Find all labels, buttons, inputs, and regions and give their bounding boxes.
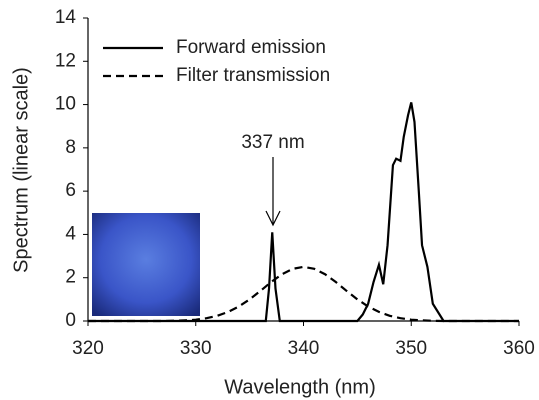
series-line xyxy=(88,102,519,323)
annotation-arrow xyxy=(265,157,281,227)
y-tick-label: 10 xyxy=(55,94,76,115)
x-tick-label: 320 xyxy=(72,338,104,359)
series-line xyxy=(88,265,519,323)
y-tick-label: 12 xyxy=(55,50,76,71)
x-axis-label: Wavelength (nm) xyxy=(224,376,376,398)
x-tick-label: 360 xyxy=(503,338,535,359)
legend-label: Filter transmission xyxy=(176,65,330,86)
y-axis-label: Spectrum (linear scale) xyxy=(10,67,32,273)
x-tick-label: 350 xyxy=(395,338,427,359)
y-tick-label: 14 xyxy=(55,7,77,28)
x-tick-label: 330 xyxy=(180,338,212,359)
y-tick-label: 0 xyxy=(65,310,76,331)
inset-image xyxy=(92,213,200,316)
y-tick-label: 2 xyxy=(65,267,76,288)
legend-label: Forward emission xyxy=(176,37,326,58)
y-tick-label: 4 xyxy=(65,223,76,244)
y-tick-label: 6 xyxy=(65,180,76,201)
y-tick-label: 8 xyxy=(65,137,76,158)
annotation: 337 nm xyxy=(241,132,304,153)
x-tick-label: 340 xyxy=(288,338,320,359)
